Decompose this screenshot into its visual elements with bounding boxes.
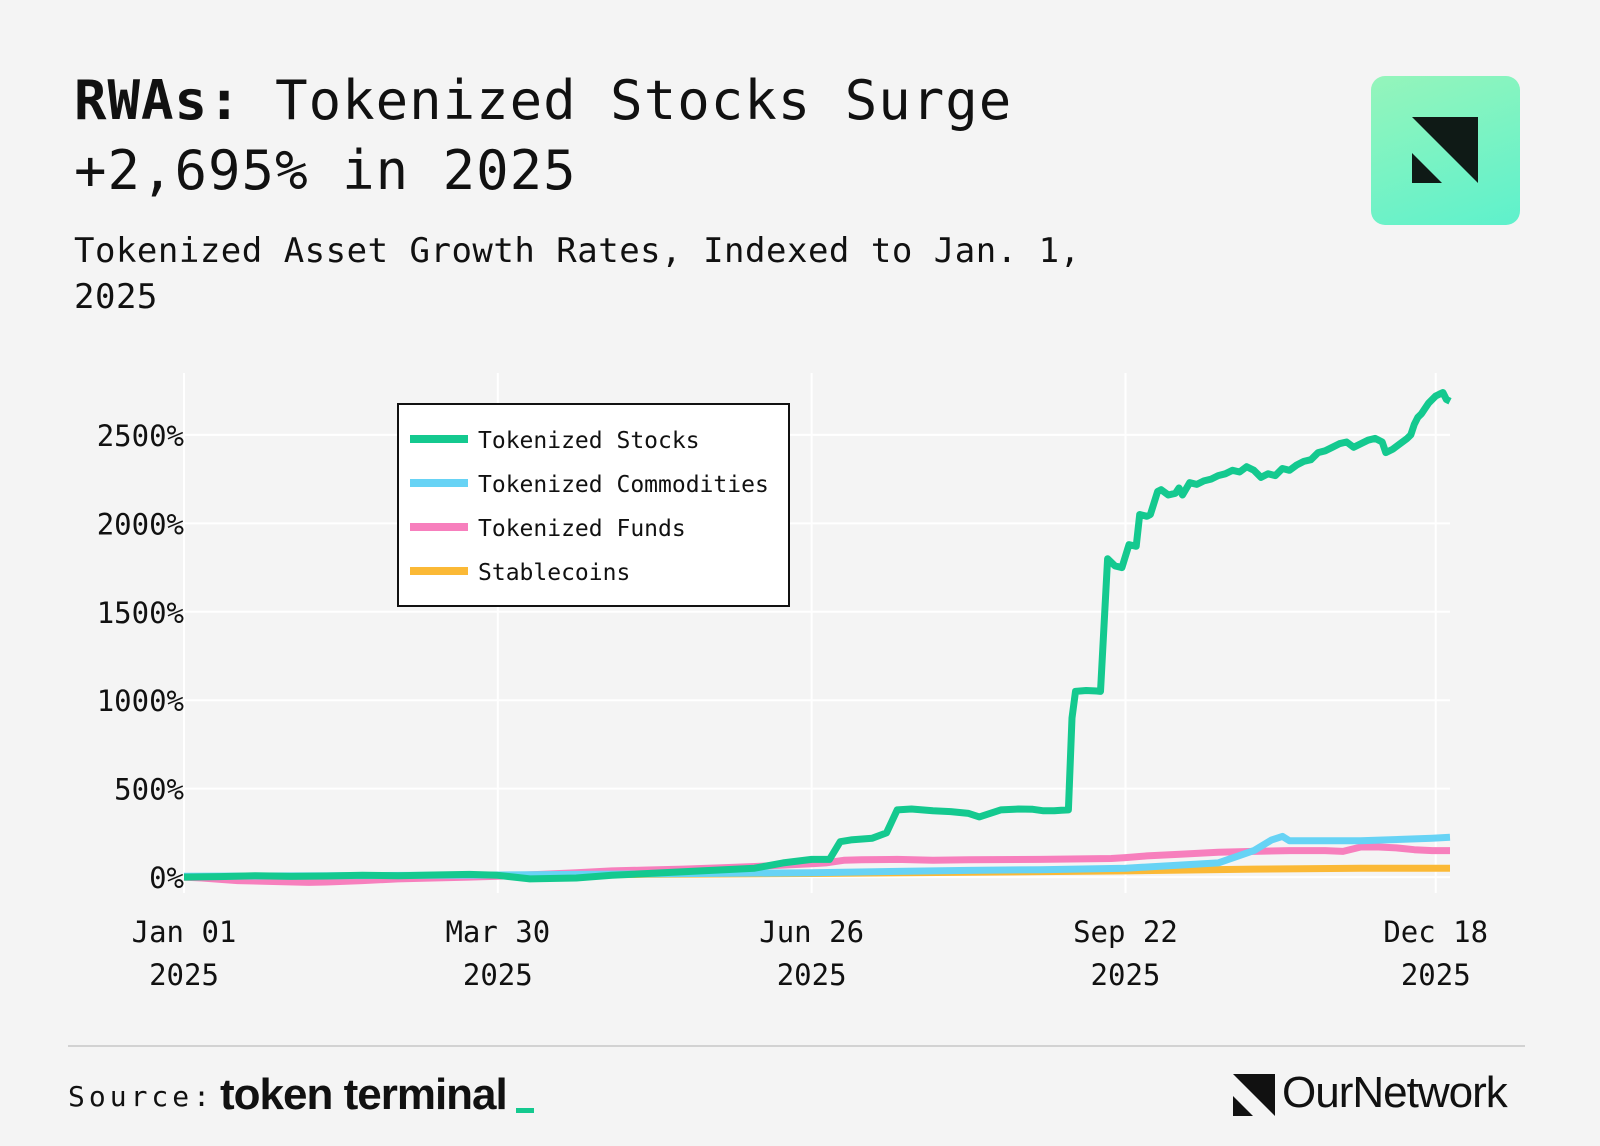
title-rest: Tokenized Stocks Surge +2,695% in 2025 (74, 69, 1013, 202)
y-tick-label: 0% (149, 861, 184, 895)
ournetwork-logo-icon (1412, 117, 1478, 183)
line-chart: 0% 500% 1000% 1500% 2000% 2500% Jan 01 2025 Mar… (97, 373, 1489, 992)
ournetwork-brand-name: OurNetwork (1282, 1068, 1508, 1117)
footer-divider (68, 1045, 1525, 1047)
x-tick-year: 2025 (149, 958, 219, 992)
x-axis-ticks: Jan 01 2025 Mar 30 2025 Jun 26 2025 Sep 22 2025… (132, 915, 1489, 992)
ournetwork-logo-badge (1371, 76, 1520, 225)
y-tick-label: 1000% (97, 684, 184, 718)
series-line-tokenized-funds (183, 843, 1450, 886)
source-label: Source: (68, 1080, 215, 1113)
chart-subtitle: Tokenized Asset Growth Rates, Indexed to… (74, 231, 1081, 317)
series-line-tokenized-stocks (183, 389, 1452, 883)
legend-entry: Tokenized Funds (478, 516, 686, 542)
legend-entry: Tokenized Commodities (478, 472, 769, 498)
x-tick-label: Jun 26 (759, 915, 864, 949)
legend-entry: Tokenized Stocks (478, 428, 700, 454)
token-terminal-logo: token terminal (220, 1070, 508, 1119)
x-tick-year: 2025 (777, 958, 847, 992)
series-layer (183, 389, 1452, 886)
title-bold: RWAs: (74, 69, 242, 132)
x-tick-label: Sep 22 (1073, 915, 1178, 949)
token-terminal-cursor-icon (516, 1108, 534, 1113)
grid-layer (183, 373, 1450, 893)
x-tick-label: Dec 18 (1383, 915, 1488, 949)
legend-entry: Stablecoins (478, 560, 630, 586)
legend: Tokenized Stocks Tokenized Commodities Tok… (397, 403, 790, 607)
x-tick-year: 2025 (1091, 958, 1161, 992)
y-tick-label: 2000% (97, 507, 184, 541)
chart-title: RWAs: Tokenized Stocks Surge +2,695% in … (74, 66, 1074, 206)
y-tick-label: 2500% (97, 419, 184, 453)
x-tick-year: 2025 (463, 958, 533, 992)
x-tick-label: Mar 30 (445, 915, 550, 949)
y-tick-label: 1500% (97, 596, 184, 630)
y-axis-ticks: 0% 500% 1000% 1500% 2000% 2500% (97, 419, 184, 895)
y-tick-label: 500% (114, 773, 184, 807)
x-tick-year: 2025 (1401, 958, 1471, 992)
ournetwork-brand-icon (1233, 1074, 1275, 1116)
x-tick-label: Jan 01 (132, 915, 237, 949)
